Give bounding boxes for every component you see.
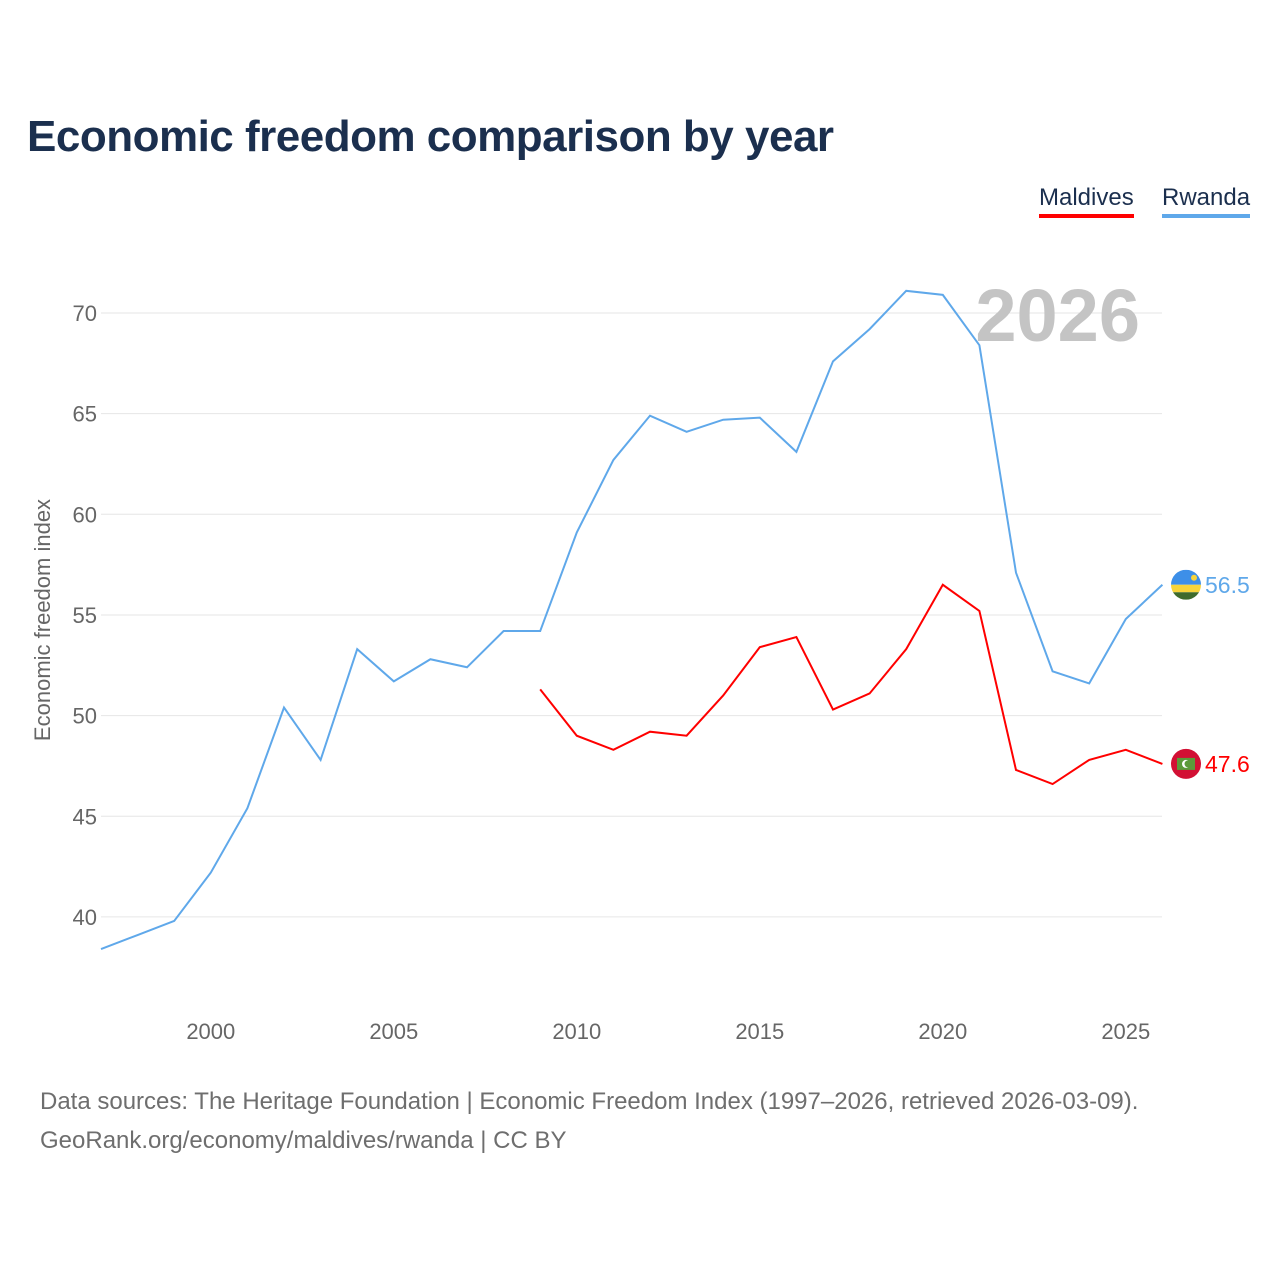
series-line-rwanda — [100, 289, 1164, 951]
end-value-label-rwanda: 56.5 — [1205, 572, 1250, 598]
y-tick-label: 45 — [73, 804, 97, 829]
flag-stripe-yellow — [1171, 584, 1201, 593]
series-line-maldives — [539, 583, 1163, 786]
x-tick-label: 2005 — [369, 1019, 418, 1044]
x-tick-label: 2015 — [735, 1019, 784, 1044]
chart-title: Economic freedom comparison by year — [27, 112, 834, 161]
y-tick-label: 60 — [73, 502, 97, 527]
y-tick-label: 55 — [73, 603, 97, 628]
x-tick-label: 2000 — [186, 1019, 235, 1044]
flag-stripe-green — [1171, 592, 1201, 600]
x-tick-label: 2025 — [1101, 1019, 1150, 1044]
x-tick-label: 2020 — [918, 1019, 967, 1044]
flag-crescent-cut — [1184, 760, 1192, 768]
flag-stripe-blue — [1171, 569, 1201, 585]
flag-sun — [1191, 574, 1197, 581]
year-watermark: 2026 — [975, 274, 1140, 357]
line-chart: 40 45 50 55 60 65 70 2000 2005 2010 2015 2020 2025 Ec… — [30, 274, 1250, 1044]
end-value-label-maldives: 47.6 — [1205, 751, 1250, 777]
y-tick-label: 70 — [73, 301, 97, 326]
legend-item-maldives[interactable]: Maldives — [1039, 184, 1134, 218]
y-axis-label: Economic freedom index — [30, 499, 55, 741]
legend-item-rwanda[interactable]: Rwanda — [1162, 184, 1251, 218]
y-tick-label: 65 — [73, 402, 97, 427]
y-tick-label: 50 — [73, 704, 97, 729]
y-tick-label: 40 — [73, 905, 97, 930]
x-tick-label: 2010 — [552, 1019, 601, 1044]
footer-attribution[interactable]: GeoRank.org/economy/maldives/rwanda | CC… — [40, 1127, 567, 1154]
footer-sources: Data sources: The Heritage Foundation | … — [40, 1088, 1139, 1115]
